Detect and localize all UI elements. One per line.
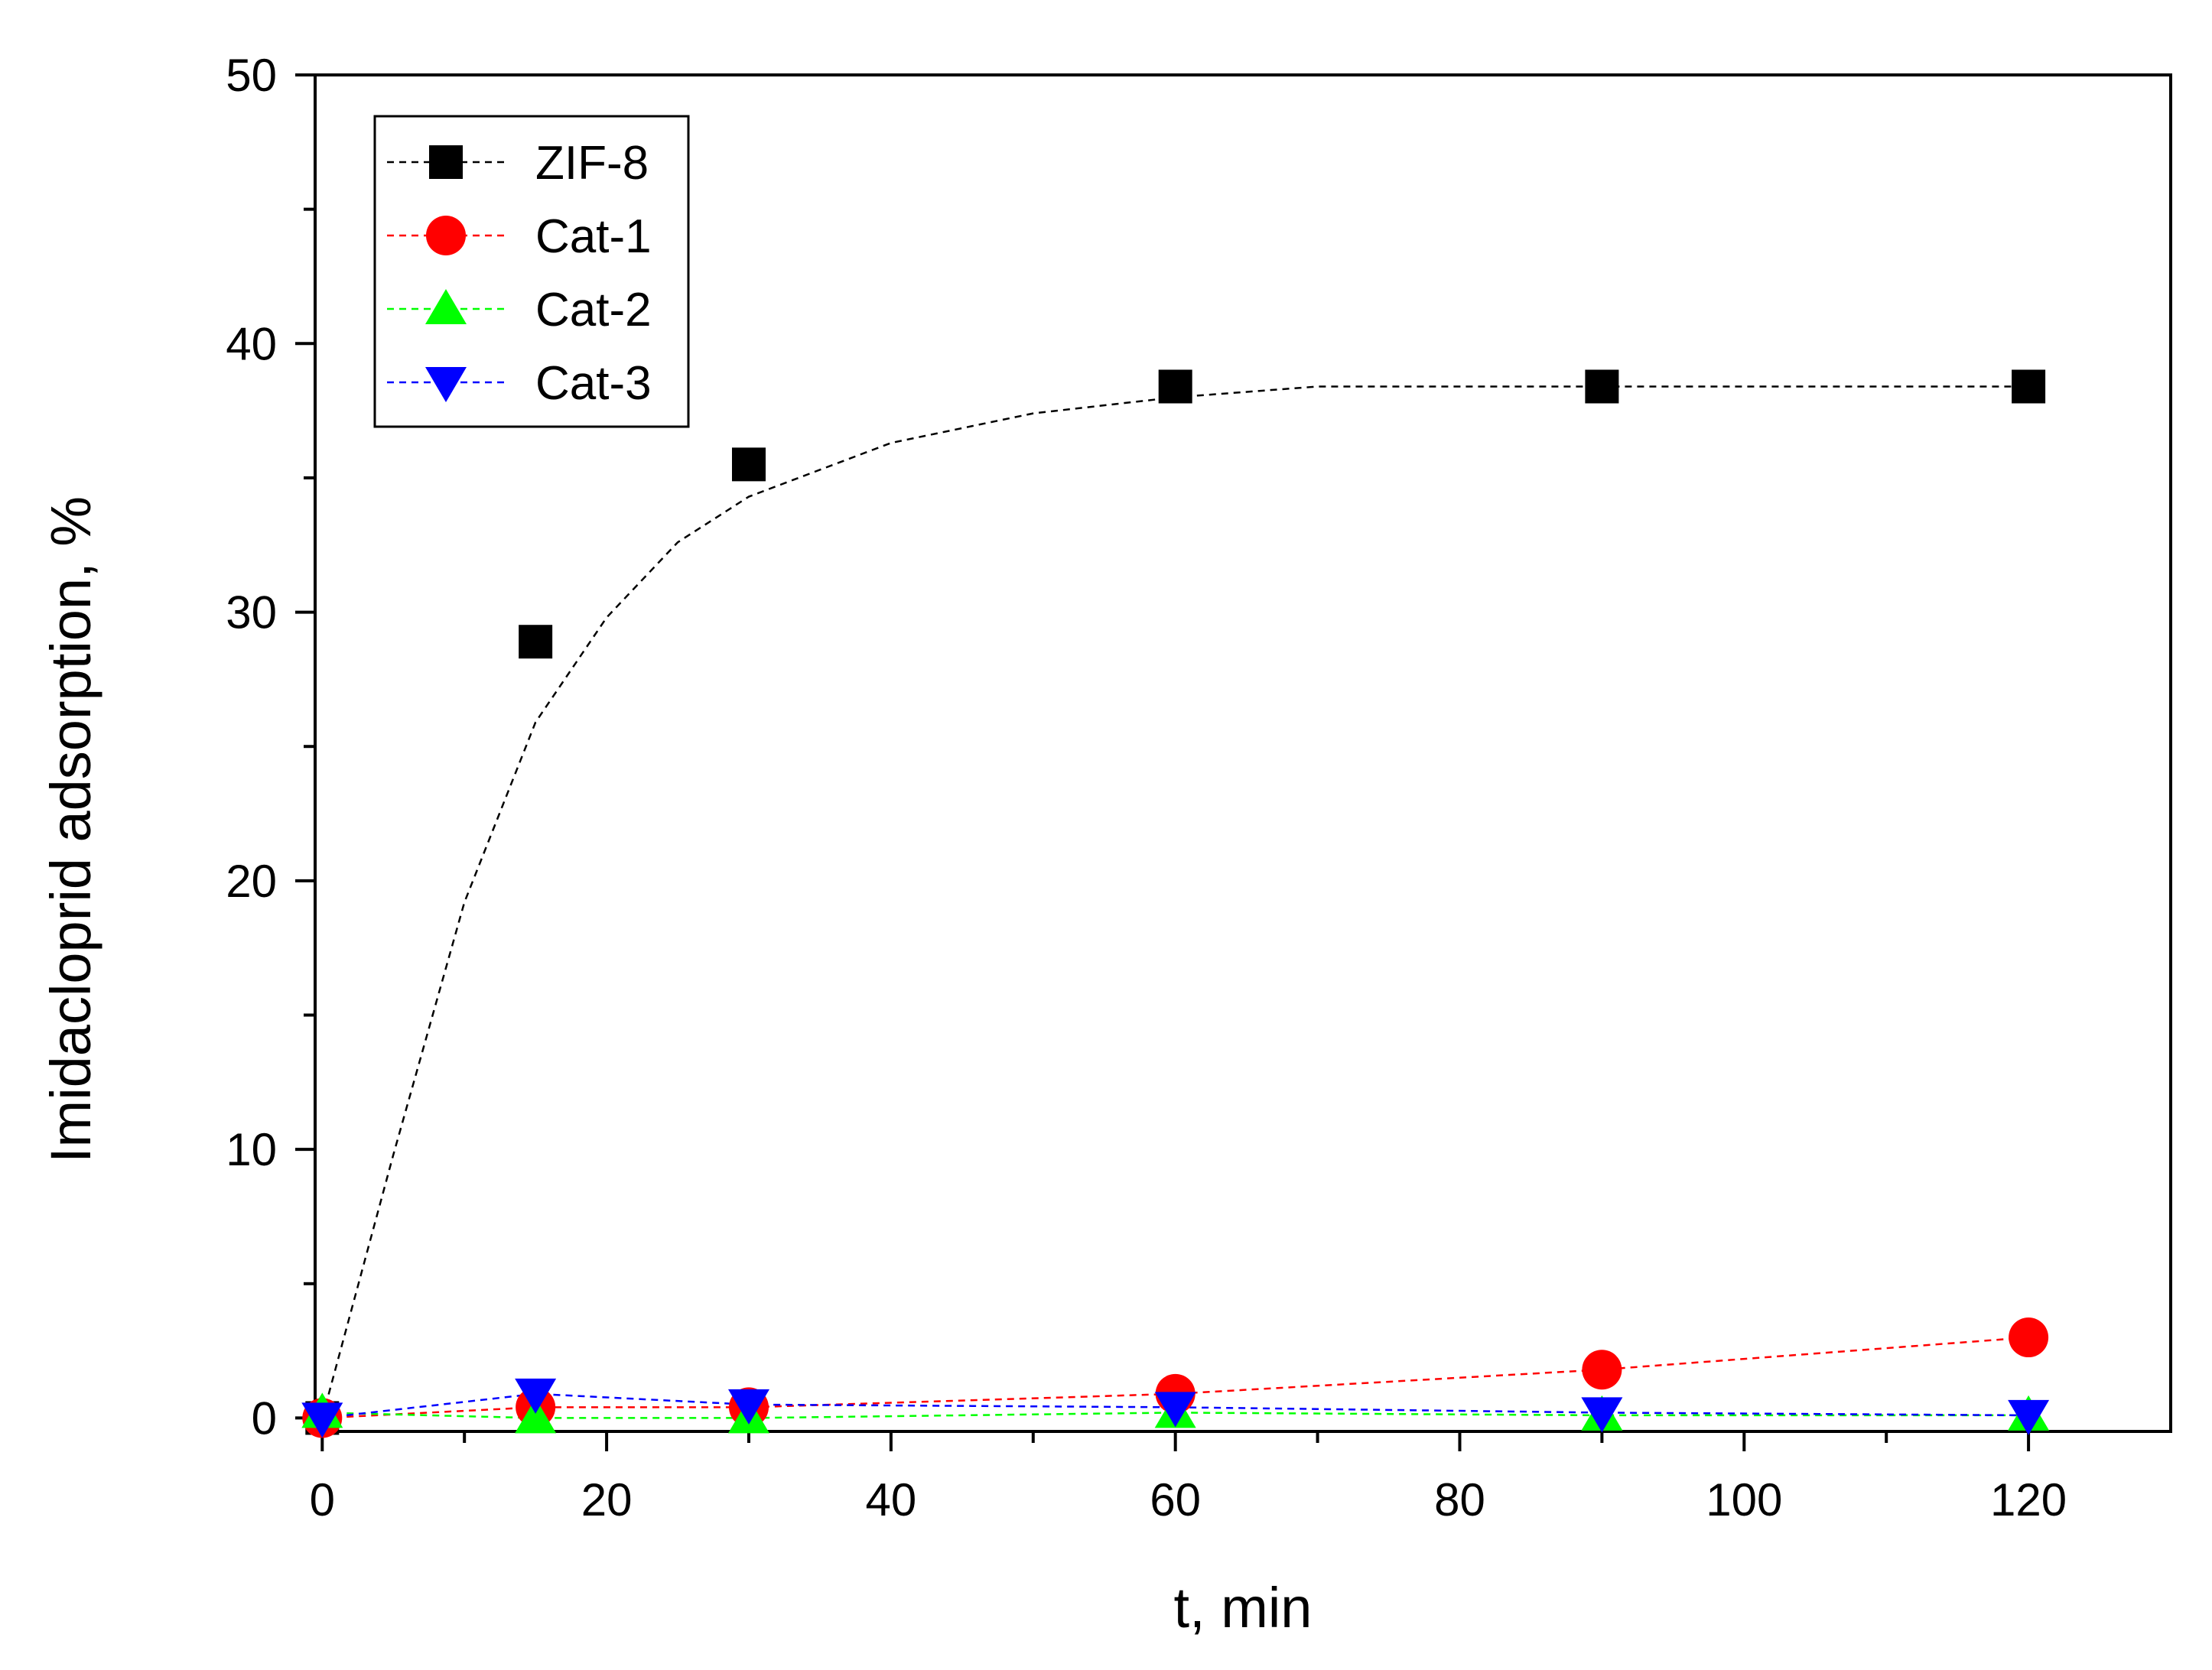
- data-point-cat-3: [2008, 1399, 2050, 1435]
- legend-label-cat-2: Cat-2: [535, 284, 652, 336]
- y-tick-label: 40: [226, 318, 277, 369]
- x-tick-label: 20: [581, 1474, 633, 1525]
- x-tick-label: 80: [1434, 1474, 1485, 1525]
- series-layer: [301, 369, 2050, 1438]
- legend: ZIF-8 Cat-1 Cat-2 Cat-3: [373, 115, 690, 428]
- y-tick-label: 20: [226, 856, 277, 907]
- legend-marker-cat-3: [425, 367, 467, 402]
- data-point-cat-1: [2009, 1317, 2049, 1358]
- x-tick-label: 40: [866, 1474, 917, 1525]
- legend-box: [373, 115, 690, 428]
- data-point-cat-3: [1581, 1397, 1623, 1433]
- data-point-cat-2: [515, 1398, 557, 1434]
- legend-marker-cat-1: [426, 216, 466, 255]
- legend-marker-zif-8: [429, 145, 463, 179]
- data-point-cat-3: [515, 1378, 557, 1414]
- y-tick-label: 30: [226, 587, 277, 638]
- data-point-zif-8: [1585, 369, 1619, 404]
- series-line-cat-2: [322, 1412, 2029, 1419]
- legend-label-cat-1: Cat-1: [535, 210, 652, 263]
- x-axis-title: t, min: [1174, 1576, 1313, 1639]
- series-line-cat-1: [322, 1336, 2029, 1419]
- y-tick-label: 0: [252, 1392, 277, 1444]
- legend-marker-cat-2: [425, 289, 467, 324]
- data-point-cat-3: [727, 1389, 769, 1425]
- data-point-zif-8: [1158, 369, 1192, 404]
- plot-frame: [314, 73, 2172, 1433]
- series-line-cat-3: [322, 1392, 2029, 1419]
- legend-label-zif-8: ZIF-8: [535, 137, 649, 190]
- x-tick-label: 120: [1990, 1474, 2067, 1525]
- x-tick-label: 60: [1150, 1474, 1201, 1525]
- x-tick-label: 0: [310, 1474, 335, 1525]
- y-tick-label: 50: [226, 50, 277, 101]
- data-point-cat-3: [301, 1402, 343, 1438]
- data-point-cat-1: [1582, 1350, 1622, 1390]
- y-tick-label: 10: [226, 1124, 277, 1175]
- y-axis-title: Imidacloprid adsorption, %: [39, 496, 102, 1163]
- legend-label-cat-3: Cat-3: [535, 357, 652, 410]
- data-point-zif-8: [519, 625, 553, 659]
- data-point-zif-8: [2012, 369, 2046, 404]
- data-point-zif-8: [731, 447, 766, 482]
- series-line-zif-8: [321, 385, 2029, 1418]
- x-tick-label: 100: [1706, 1474, 1782, 1525]
- axes: 0 20 40 60 80 100 120 0 10 20 30 40 50: [226, 50, 2172, 1525]
- data-point-cat-3: [1154, 1392, 1196, 1428]
